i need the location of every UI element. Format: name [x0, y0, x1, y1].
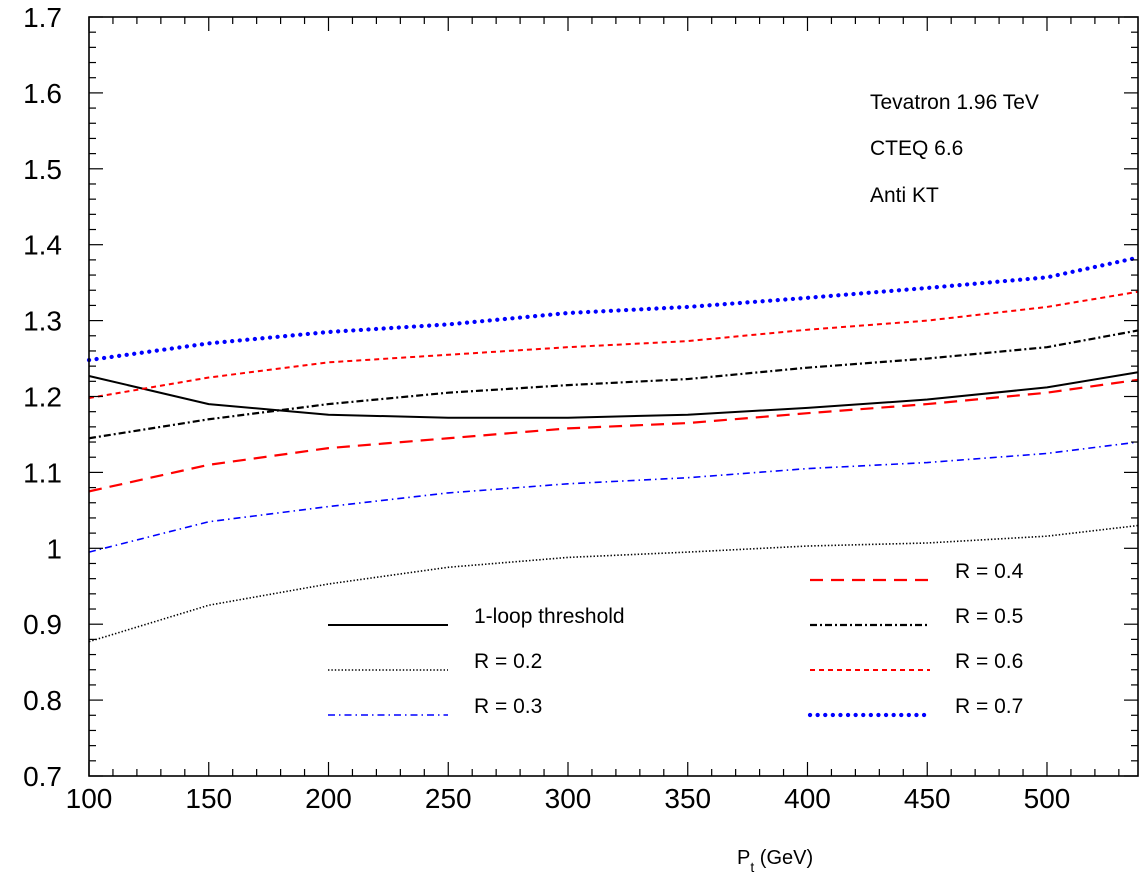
- series-line-5: [88, 290, 1139, 400]
- x-axis-title-unit: (GeV): [754, 847, 813, 869]
- legend-label-5: R = 0.6: [955, 650, 1023, 673]
- y-tick-label-6: 1.3: [23, 306, 62, 337]
- y-tick-label-9: 1.6: [23, 78, 62, 109]
- x-tick-label-7: 450: [904, 783, 951, 814]
- x-tick-label-1: 150: [185, 783, 232, 814]
- x-tick-label-0: 100: [66, 783, 113, 814]
- series-line-3: [88, 378, 1139, 493]
- x-axis-title: Pt (GeV): [737, 847, 813, 875]
- series-line-4: [88, 329, 1139, 440]
- y-tick-label-3: 1: [46, 533, 62, 564]
- annotation-algorithm: Anti KT: [870, 184, 939, 207]
- y-tick-label-7: 1.4: [23, 230, 62, 261]
- x-tick-label-5: 350: [664, 783, 711, 814]
- y-tick-label-10: 1.7: [23, 2, 62, 33]
- legend-label-6: R = 0.7: [955, 695, 1023, 718]
- x-tick-label-8: 500: [1024, 783, 1071, 814]
- legend: 1-loop threshold R = 0.2 R = 0.3 R = 0.4 R =…: [328, 560, 1024, 718]
- series-line-6: [86, 255, 1139, 363]
- x-tick-label-3: 250: [425, 783, 472, 814]
- legend-label-1: R = 0.2: [474, 650, 542, 673]
- x-tick-label-2: 200: [305, 783, 352, 814]
- x-tick-label-4: 300: [545, 783, 592, 814]
- y-tick-label-8: 1.5: [23, 154, 62, 185]
- y-tick-label-1: 0.8: [23, 685, 62, 716]
- ticks-layer: [88, 16, 1138, 777]
- series-line-0: [88, 371, 1139, 419]
- y-tick-label-0: 0.7: [23, 761, 62, 792]
- x-axis-title-main: P: [737, 847, 750, 869]
- legend-label-2: R = 0.3: [474, 695, 542, 718]
- legend-label-0: 1-loop threshold: [474, 605, 625, 628]
- y-tick-label-5: 1.2: [23, 382, 62, 413]
- x-axis-title-subscript: t: [750, 859, 754, 875]
- series-line-2: [88, 441, 1139, 553]
- annotation-pdf: CTEQ 6.6: [870, 137, 963, 160]
- legend-label-3: R = 0.4: [955, 560, 1024, 583]
- y-tick-label-4: 1.1: [23, 457, 62, 488]
- annotation-energy: Tevatron 1.96 TeV: [870, 91, 1039, 114]
- legend-label-4: R = 0.5: [955, 605, 1023, 628]
- y-tick-label-2: 0.9: [23, 609, 62, 640]
- tick-labels-layer: 100 150 200 250 300 350 400 450 500 0.7 0.8 0.9 1 1.1…: [23, 2, 1070, 814]
- series-line-1: [88, 524, 1139, 643]
- series-layer: [86, 255, 1139, 643]
- x-tick-label-6: 400: [784, 783, 831, 814]
